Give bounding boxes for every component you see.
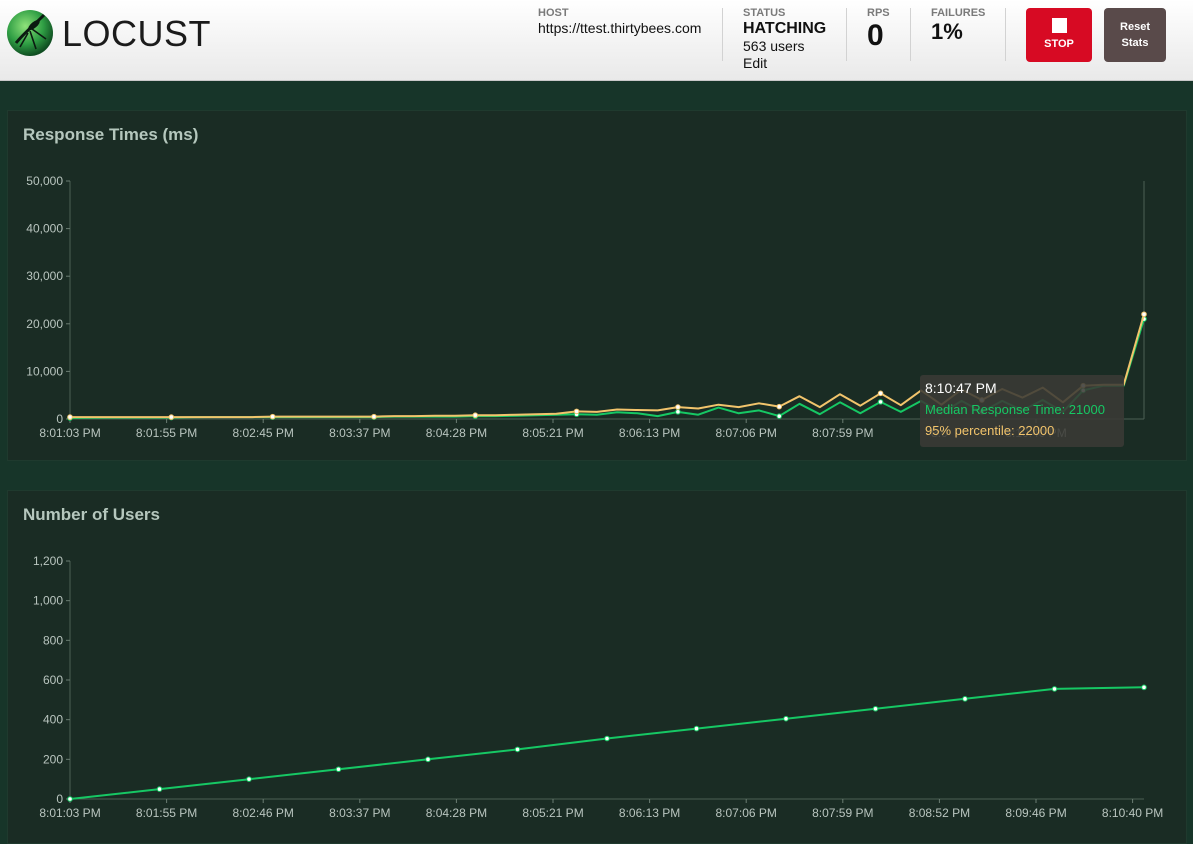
x-tick-label: 8:09:46 PM <box>1005 806 1066 820</box>
edit-link[interactable]: Edit <box>743 55 768 71</box>
data-point <box>335 766 342 773</box>
x-tick-label: 8:03:37 PM <box>329 426 390 440</box>
data-point <box>156 786 163 792</box>
data-point <box>1141 311 1147 318</box>
reset-stats-button[interactable]: Reset Stats <box>1104 8 1166 62</box>
users-panel: Number of Users 0 200 400 600 800 1,000 1,200 8… <box>7 490 1187 844</box>
x-tick-label: 8:03:37 PM <box>329 806 390 820</box>
data-point <box>962 696 968 702</box>
tooltip-median: Median Response Time: 21000 <box>925 402 1105 417</box>
stop-button[interactable]: STOP <box>1026 8 1092 62</box>
divider <box>846 8 847 61</box>
locust-logo-icon <box>7 10 53 56</box>
response-times-panel: Response Times (ms) 0 10,000 20,000 30,000 4… <box>7 110 1187 461</box>
x-tick-label: 8:06:13 PM <box>619 806 680 820</box>
x-tick-label: 8:01:55 PM <box>136 806 197 820</box>
data-point <box>604 735 610 742</box>
data-point <box>877 399 884 405</box>
users-chart[interactable]: 0 200 400 600 800 1,000 1,200 8:01:03 PM 8:01:55… <box>8 491 1186 843</box>
rps-value: 0 <box>867 19 884 52</box>
status-label: STATUS <box>743 7 786 19</box>
data-point <box>269 413 276 420</box>
chart-title: Number of Users <box>23 505 160 524</box>
tooltip-box <box>920 375 1124 447</box>
data-point <box>514 746 521 753</box>
stop-label: STOP <box>1044 38 1074 50</box>
tooltip-time: 8:10:47 PM <box>925 380 997 396</box>
reset-label-line1: Reset <box>1120 21 1150 33</box>
y-tick-label: 20,000 <box>26 317 63 331</box>
data-point <box>693 725 700 732</box>
divider <box>722 8 723 61</box>
data-point <box>67 414 73 420</box>
response-times-chart[interactable]: 0 10,000 20,000 30,000 40,000 50,000 8:01:03 P… <box>8 111 1186 460</box>
failures-stat: FAILURES 1% <box>931 7 985 44</box>
rps-label: RPS <box>867 7 890 19</box>
host-stat: HOST https://ttest.thirtybees.com <box>538 7 701 37</box>
x-tick-label: 8:07:06 PM <box>716 426 777 440</box>
tooltip: 8:10:47 PM Median Response Time: 21000 95%… <box>920 375 1124 447</box>
y-tick-label: 1,200 <box>33 554 63 568</box>
rps-stat: RPS 0 <box>867 7 890 52</box>
user-count: 563 users <box>743 38 805 54</box>
x-tick-label: 8:04:28 PM <box>426 806 487 820</box>
x-tick-label: 8:10:40 PM <box>1102 806 1163 820</box>
data-point <box>776 403 783 410</box>
x-tick-label: 8:08:52 PM <box>909 806 970 820</box>
y-tick-label: 30,000 <box>26 269 63 283</box>
host-label: HOST <box>538 7 569 19</box>
x-tick-label: 8:01:55 PM <box>136 426 197 440</box>
data-point <box>168 414 175 420</box>
data-point <box>425 756 431 763</box>
x-tick-label: 8:02:46 PM <box>233 806 294 820</box>
y-tick-label: 0 <box>56 412 63 426</box>
y-tick-label: 200 <box>43 752 63 766</box>
y-tick-label: 10,000 <box>26 364 63 378</box>
data-point <box>573 408 580 415</box>
stop-icon <box>1051 18 1067 33</box>
divider <box>1005 8 1006 61</box>
x-tick-label: 8:07:59 PM <box>812 806 873 820</box>
data-point <box>67 796 73 802</box>
data-point <box>675 409 681 415</box>
chart-title: Response Times (ms) <box>23 125 199 144</box>
data-point <box>1051 686 1058 692</box>
failures-value: 1% <box>931 19 963 44</box>
y-tick-label: 800 <box>43 633 63 647</box>
x-tick-label: 8:01:03 PM <box>39 426 100 440</box>
x-tick-label: 8:06:13 PM <box>619 426 680 440</box>
y-tick-label: 0 <box>56 792 63 806</box>
x-tick-label: 8:04:28 PM <box>426 426 487 440</box>
tooltip-p95: 95% percentile: 22000 <box>925 423 1054 438</box>
series-line <box>69 686 1145 800</box>
x-tick-label: 8:01:03 PM <box>39 806 100 820</box>
y-tick-label: 400 <box>43 713 63 727</box>
y-tick-label: 40,000 <box>26 222 63 236</box>
data-point <box>776 413 783 419</box>
divider <box>910 8 911 61</box>
reset-label-line2: Stats <box>1121 37 1149 49</box>
data-point <box>246 776 252 782</box>
data-point <box>472 412 479 418</box>
x-tick-label: 8:05:21 PM <box>522 806 583 820</box>
data-point <box>872 705 879 712</box>
data-point <box>877 390 884 397</box>
y-tick-label: 1,000 <box>33 594 63 608</box>
y-tick-label: 600 <box>43 673 63 687</box>
y-tick-label: 50,000 <box>26 174 63 188</box>
logo-text: LOCUST <box>62 13 212 54</box>
data-point <box>675 404 681 410</box>
x-tick-label: 8:07:59 PM <box>812 426 873 440</box>
x-tick-label: 8:02:45 PM <box>233 426 294 440</box>
status-stat: STATUS HATCHING 563 users Edit <box>743 7 826 72</box>
host-value: https://ttest.thirtybees.com <box>538 20 702 36</box>
status-value: HATCHING <box>743 20 827 37</box>
data-point <box>783 715 789 722</box>
top-bar: LOCUST HOST https://ttest.thirtybees.com… <box>0 0 1193 81</box>
x-tick-label: 8:05:21 PM <box>522 426 583 440</box>
x-tick-label: 8:07:06 PM <box>716 806 777 820</box>
data-point <box>371 413 377 420</box>
failures-label: FAILURES <box>931 7 986 19</box>
data-point <box>1141 684 1147 691</box>
